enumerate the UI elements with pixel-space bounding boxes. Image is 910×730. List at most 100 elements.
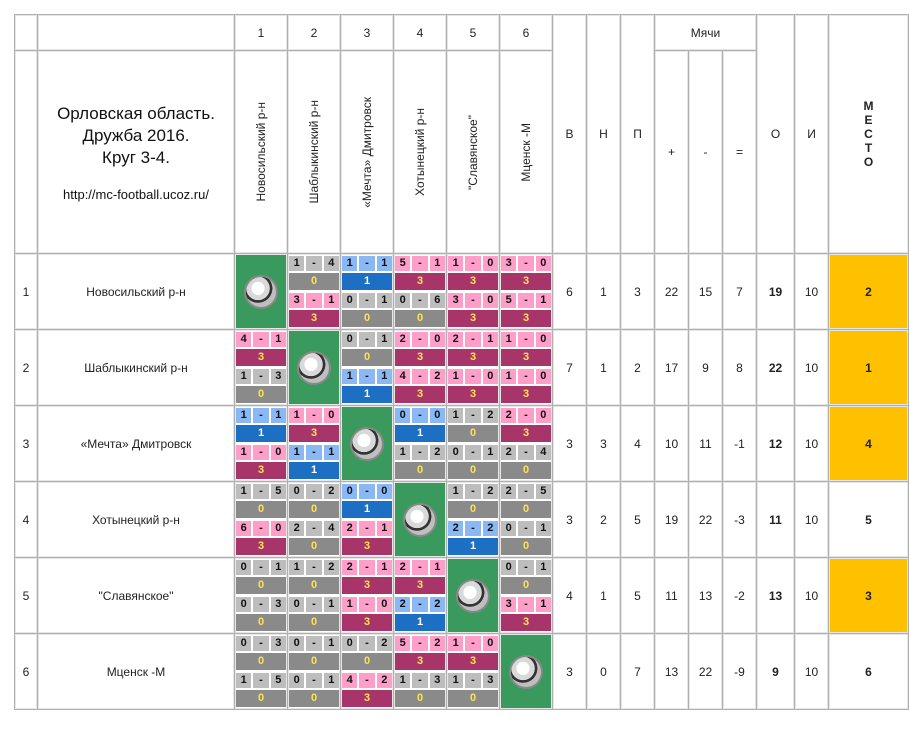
goals-against: 1 (270, 559, 286, 575)
goals-scored: 13 (654, 633, 689, 710)
goals-against: 2 (323, 483, 339, 499)
match-points: 1 (395, 613, 445, 631)
match-points: 0 (236, 500, 286, 518)
points: 11 (756, 481, 795, 558)
col-number-6: 6 (499, 14, 553, 51)
score-separator: - (412, 331, 428, 347)
goals-against: 1 (376, 292, 392, 308)
match-points: 3 (236, 537, 286, 555)
match-points: 3 (289, 309, 339, 327)
goals-for: 5 (395, 635, 411, 651)
score-separator: - (359, 331, 375, 347)
score-separator: - (465, 292, 481, 308)
score-separator: - (518, 596, 534, 612)
table-row: 3 «Мечта» Дмитровск 1-1 1 1-0 3 1-0 3 1-1 1 0-0 1 1-… (14, 405, 909, 482)
points: 13 (756, 557, 795, 634)
team-col-label: "Славянское" (466, 114, 480, 190)
match-points: 0 (395, 309, 445, 327)
games-played: 10 (794, 329, 829, 406)
match-points: 0 (289, 613, 339, 631)
goals-for: 4 (236, 331, 252, 347)
match-points: 3 (448, 652, 498, 670)
team-name: "Славянское" (37, 557, 235, 634)
goals-for: 0 (289, 672, 305, 688)
match-points: 3 (342, 576, 392, 594)
goals-for: 1 (236, 368, 252, 384)
goals-against: 0 (482, 368, 498, 384)
goals-for: 0 (236, 635, 252, 651)
goals-against: 1 (376, 520, 392, 536)
score-separator: - (359, 559, 375, 575)
goals-for: 1 (501, 331, 517, 347)
goals-for: 2 (395, 559, 411, 575)
match-points: 0 (236, 576, 286, 594)
score-separator: - (359, 368, 375, 384)
team-name: Хотынецкий р-н (37, 481, 235, 558)
goals-against: 0 (376, 483, 392, 499)
goals-against: 3 (429, 672, 445, 688)
score-separator: - (253, 407, 269, 423)
goals-scored: 11 (654, 557, 689, 634)
points: 9 (756, 633, 795, 710)
goals-against: 1 (270, 407, 286, 423)
match-points: 0 (342, 652, 392, 670)
goals-for: 0 (342, 292, 358, 308)
row-number: 2 (14, 329, 38, 406)
score-separator: - (359, 292, 375, 308)
goals-against: 4 (535, 444, 551, 460)
goals-against: 2 (482, 483, 498, 499)
match-points: 3 (342, 613, 392, 631)
self-match-cell (234, 253, 288, 330)
score-separator: - (465, 672, 481, 688)
goals-against: 1 (535, 596, 551, 612)
score-separator: - (465, 520, 481, 536)
goals-for: 0 (501, 559, 517, 575)
goals-scored: 22 (654, 253, 689, 330)
goals-for: 4 (395, 368, 411, 384)
goals-against: 1 (535, 559, 551, 575)
goals-against: 2 (429, 635, 445, 651)
score-separator: - (465, 635, 481, 651)
match-points: 3 (501, 385, 551, 403)
place: 2 (828, 253, 909, 330)
team-col-header-6: Мценск -М (499, 50, 553, 254)
score-separator: - (359, 635, 375, 651)
goals-against: 3 (270, 635, 286, 651)
wins: 3 (552, 481, 587, 558)
score-separator: - (518, 292, 534, 308)
goals-against: 0 (535, 368, 551, 384)
goals-against: 2 (323, 559, 339, 575)
goals-for: 0 (236, 596, 252, 612)
match-points: 1 (289, 461, 339, 479)
team-name: Новосильский р-н (37, 253, 235, 330)
goals-against: 1 (323, 292, 339, 308)
match-points: 0 (342, 348, 392, 366)
goals-for: 3 (448, 292, 464, 308)
header-blank (14, 50, 38, 254)
col-number-2: 2 (287, 14, 341, 51)
match-points: 0 (448, 461, 498, 479)
match-points: 0 (501, 537, 551, 555)
losses: 5 (620, 557, 655, 634)
goals-against: 1 (323, 672, 339, 688)
goals-for: 0 (289, 596, 305, 612)
match-points: 0 (289, 272, 339, 290)
score-separator: - (306, 255, 322, 271)
